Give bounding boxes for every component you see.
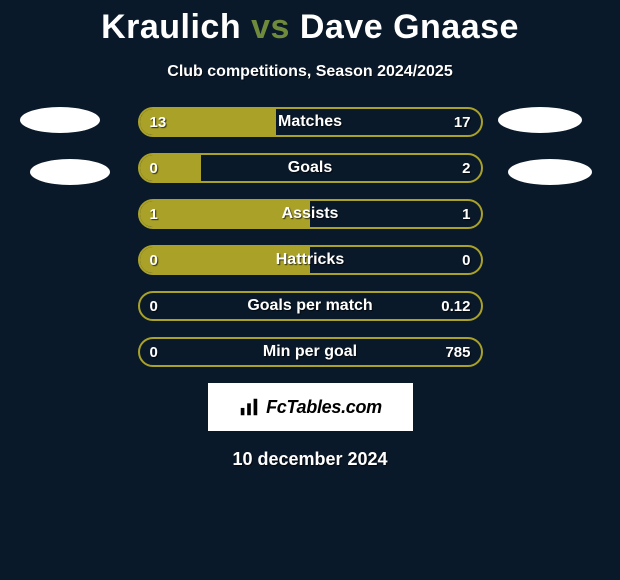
stat-value-player1: 0 bbox=[150, 339, 158, 365]
stat-fill-player1 bbox=[140, 247, 311, 273]
subtitle: Club competitions, Season 2024/2025 bbox=[0, 63, 620, 81]
stat-value-player1: 0 bbox=[150, 155, 158, 181]
comparison-card: Kraulich vs Dave Gnaase Club competition… bbox=[0, 0, 620, 580]
stat-value-player1: 0 bbox=[150, 293, 158, 319]
stat-value-player2: 0 bbox=[462, 247, 470, 273]
stat-row: 00Hattricks bbox=[138, 245, 483, 275]
brand-text: FcTables.com bbox=[266, 397, 382, 418]
page-title: Kraulich vs Dave Gnaase bbox=[0, 8, 620, 47]
stats-list: 1317Matches02Goals11Assists00Hattricks00… bbox=[0, 107, 620, 367]
stat-row: 02Goals bbox=[138, 153, 483, 183]
stat-value-player2: 785 bbox=[445, 339, 470, 365]
vs-separator: vs bbox=[251, 8, 290, 46]
stat-row: 0 785Min per goal bbox=[138, 337, 483, 367]
stat-value-player2: 0.12 bbox=[441, 293, 470, 319]
stat-value-player1: 1 bbox=[150, 201, 158, 227]
avatar-placeholder-left-top bbox=[20, 107, 100, 133]
stat-row: 1317Matches bbox=[138, 107, 483, 137]
avatar-placeholder-left-bottom bbox=[30, 159, 110, 185]
player1-name: Kraulich bbox=[101, 8, 241, 46]
stat-fill-player1 bbox=[140, 201, 311, 227]
stat-label: Min per goal bbox=[140, 339, 481, 365]
stat-value-player2: 1 bbox=[462, 201, 470, 227]
stat-value-player2: 2 bbox=[462, 155, 470, 181]
stat-value-player1: 0 bbox=[150, 247, 158, 273]
date-label: 10 december 2024 bbox=[0, 449, 620, 470]
stat-value-player2: 17 bbox=[454, 109, 471, 135]
stat-row: 11Assists bbox=[138, 199, 483, 229]
stats-area: 1317Matches02Goals11Assists00Hattricks00… bbox=[0, 107, 620, 367]
player2-name: Dave Gnaase bbox=[300, 8, 519, 46]
stat-row: 0 0.12Goals per match bbox=[138, 291, 483, 321]
brand-chart-icon bbox=[238, 396, 260, 418]
avatar-placeholder-right-top bbox=[498, 107, 582, 133]
stat-value-player1: 13 bbox=[150, 109, 167, 135]
stat-label: Goals per match bbox=[140, 293, 481, 319]
brand-badge: FcTables.com bbox=[208, 383, 413, 431]
avatar-placeholder-right-bottom bbox=[508, 159, 592, 185]
